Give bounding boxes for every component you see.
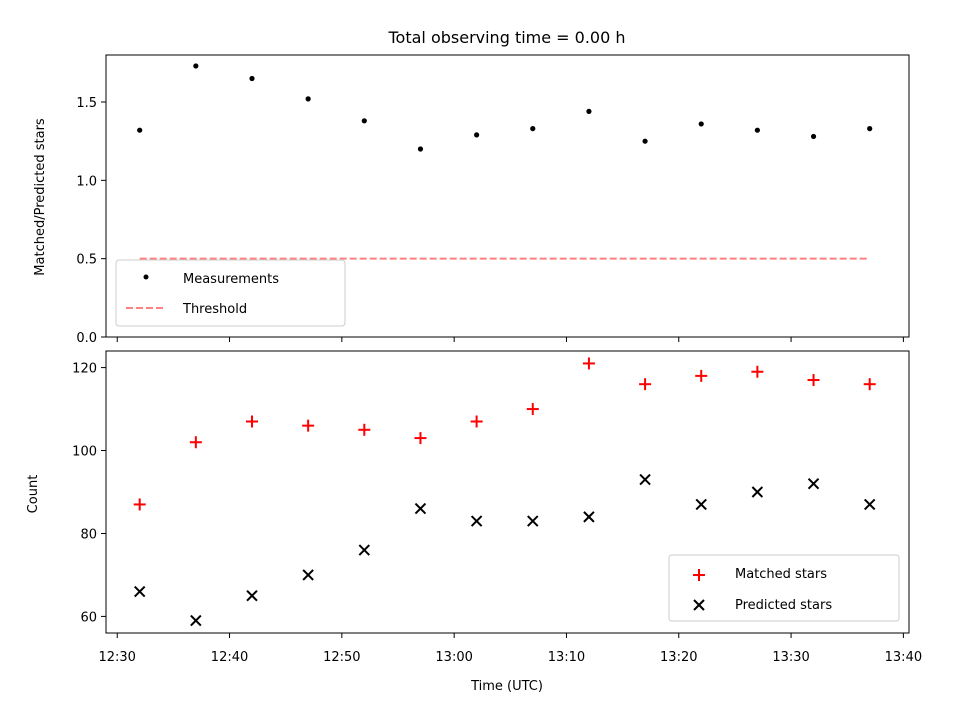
predicted-stars-point (133, 585, 146, 598)
x-tick-label: 13:40 (885, 650, 922, 665)
predicted-stars-point (583, 511, 595, 523)
ratio-y-axis-label: Matched/Predicted stars (33, 118, 48, 276)
matched-legend-label: Matched stars (735, 567, 827, 582)
measurement-point (867, 126, 873, 132)
measurement-point (474, 132, 480, 138)
measurement-point (754, 127, 760, 133)
predicted-stars-point (246, 589, 258, 602)
predicted-stars-point (863, 498, 876, 511)
x-tick-label: 12:40 (211, 650, 248, 665)
ratio-plot-marks (137, 63, 873, 260)
ratio-axis-ticks: 0.0 0.5 1.0 1.5 (76, 96, 904, 346)
matched-stars-point (189, 436, 202, 449)
matched-stars-point (133, 498, 146, 511)
predicted-stars-point (527, 515, 539, 527)
matched-stars-point (863, 378, 876, 391)
measurement-point (417, 146, 424, 152)
ratio-plot-frame (105, 54, 910, 338)
matched-stars-point (582, 357, 595, 370)
measurement-point (810, 133, 817, 140)
ratio-y-tick-label: 1.5 (76, 96, 97, 111)
predicted-stars-point (358, 544, 371, 556)
count-y-tick-label: 80 (80, 527, 97, 542)
matched-stars-point (639, 378, 652, 391)
x-axis-label: Time (UTC) (470, 679, 543, 694)
measurement-point (137, 127, 143, 133)
x-tick-label: 12:50 (323, 650, 360, 665)
matched-stars-point (246, 415, 258, 428)
ratio-y-tick-label: 0.5 (76, 253, 97, 268)
measurement-point (530, 126, 536, 132)
predicted-stars-point (190, 614, 202, 627)
matched-stars-point (302, 419, 315, 432)
ratio-y-tick-label: 1.0 (76, 174, 97, 189)
matched-stars-point (526, 403, 539, 416)
x-tick-label: 12:30 (98, 650, 135, 665)
predicted-stars-point (695, 498, 707, 511)
threshold-legend-label: Threshold (182, 302, 247, 317)
count-plot-frame (105, 350, 910, 634)
measurement-point (586, 108, 592, 114)
measurements-legend-label: Measurements (183, 272, 279, 287)
matched-stars-point (470, 415, 483, 428)
x-tick-label: 13:00 (435, 650, 472, 665)
count-plot-marks (133, 357, 876, 627)
x-tick-label: 13:30 (772, 650, 809, 665)
matched-stars-point (751, 365, 764, 378)
predicted-legend-marker (693, 599, 705, 611)
measurements-legend-marker (143, 274, 149, 280)
ratio-legend: Measurements Threshold (115, 259, 346, 327)
measurement-point (305, 96, 311, 102)
predicted-stars-point (414, 502, 427, 515)
predicted-stars-point (470, 515, 483, 527)
matched-stars-point (358, 423, 371, 436)
matched-legend-marker (693, 569, 705, 581)
predicted-stars-point (751, 486, 764, 498)
x-tick-label: 13:20 (660, 650, 697, 665)
ratio-legend-box (115, 259, 346, 327)
count-y-tick-label: 60 (80, 610, 97, 625)
matched-stars-point (695, 369, 708, 382)
predicted-stars-point (807, 477, 820, 490)
matched-stars-point (414, 432, 427, 445)
count-panel: Count Time (UTC) 60 80 100 120 12:30 12:40 12:… (26, 350, 922, 694)
chart-title: Total observing time = 0.00 h (387, 28, 625, 47)
matched-stars-point (807, 374, 820, 387)
count-y-tick-label: 120 (72, 362, 97, 377)
predicted-stars-point (302, 569, 314, 581)
measurement-point (642, 138, 648, 144)
predicted-legend-label: Predicted stars (735, 598, 832, 613)
ratio-y-tick-label: 0.0 (76, 331, 97, 346)
predicted-stars-point (639, 473, 651, 486)
measurement-point (193, 63, 199, 69)
count-y-axis-label: Count (26, 475, 41, 514)
count-axis-ticks: 60 80 100 120 12:30 12:40 12:50 13:00 13:10 13:20… (72, 362, 922, 665)
measurement-point (698, 121, 704, 127)
ratio-panel: Total observing time = 0.00 h Matched/Pr… (33, 28, 910, 346)
measurement-point (249, 75, 255, 82)
count-legend-box (668, 554, 900, 622)
measurement-point (361, 118, 367, 124)
x-tick-label: 13:10 (548, 650, 585, 665)
count-legend: Matched stars Predicted stars (668, 554, 900, 622)
count-y-tick-label: 100 (72, 445, 97, 460)
